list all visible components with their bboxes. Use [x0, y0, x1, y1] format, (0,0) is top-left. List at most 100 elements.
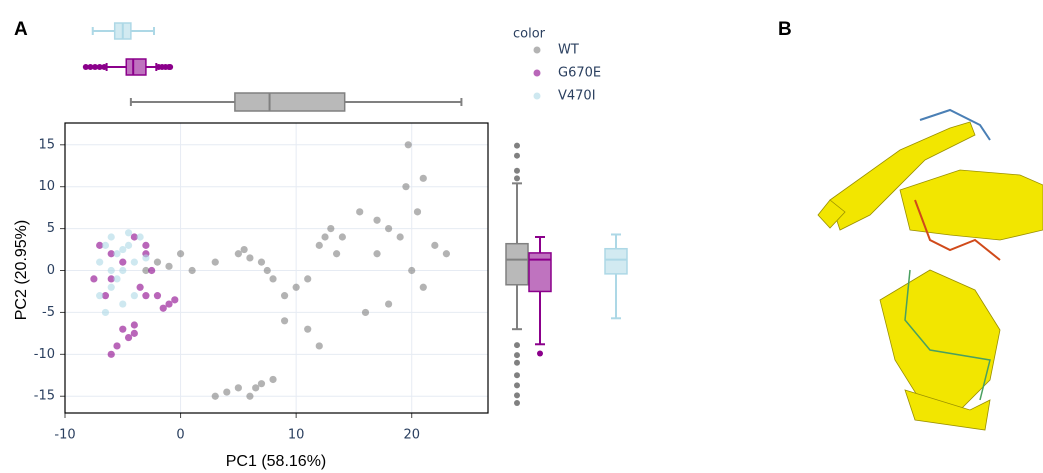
plot-frame [64, 122, 489, 414]
arrowhead [817, 199, 846, 229]
legend-title: color [513, 27, 546, 42]
point [373, 250, 381, 258]
box [528, 252, 552, 293]
y-tick-label: -15 [34, 389, 55, 404]
point [130, 321, 138, 329]
box-outlier [514, 372, 520, 379]
panel-label: A [14, 19, 28, 40]
point [153, 258, 162, 266]
box-outlier [167, 64, 174, 70]
loop [904, 269, 991, 401]
point [263, 266, 271, 275]
point [90, 275, 98, 283]
point [280, 292, 289, 300]
point [130, 258, 138, 266]
point [361, 308, 370, 317]
point [413, 208, 422, 216]
sheet [879, 269, 1001, 411]
legend-marker [533, 92, 541, 100]
arrow [904, 389, 991, 431]
legend-marker [533, 69, 541, 77]
point [119, 300, 127, 308]
point [240, 245, 248, 254]
point [246, 254, 254, 262]
point [130, 329, 138, 337]
box-outlier [514, 352, 520, 359]
plot-area [65, 123, 488, 413]
x-axis-title: PC1 (58.16%) [226, 453, 327, 470]
point [419, 174, 427, 182]
y-tick-label: 5 [47, 221, 55, 236]
box-outlier [514, 359, 520, 366]
y-tick-label: -10 [34, 347, 55, 362]
point [404, 141, 412, 149]
y-tick-label: 0 [47, 263, 55, 278]
y-tick-label: 15 [38, 137, 55, 152]
box-outlier [514, 175, 520, 182]
point [130, 292, 138, 300]
box-outlier [514, 167, 520, 174]
point [338, 233, 346, 241]
point [107, 266, 115, 275]
point [385, 225, 393, 233]
point [96, 292, 104, 300]
point [107, 233, 115, 241]
point [176, 250, 185, 258]
point [252, 384, 260, 392]
box [604, 247, 628, 275]
point [304, 325, 312, 333]
point [280, 317, 289, 325]
point [269, 275, 277, 283]
point [148, 266, 156, 275]
point [119, 258, 127, 266]
panel-label: B [778, 19, 792, 40]
point [321, 233, 329, 241]
x-tick-label: 10 [288, 428, 305, 443]
point [234, 250, 242, 258]
point [431, 241, 439, 249]
point [107, 275, 115, 283]
point [234, 384, 242, 392]
loop [914, 199, 1001, 261]
point [246, 392, 254, 400]
box-outlier [514, 142, 520, 149]
point [124, 333, 133, 342]
point [188, 266, 196, 275]
point [396, 233, 404, 241]
point [113, 250, 121, 258]
box-outlier [82, 64, 89, 70]
point [356, 208, 364, 216]
point [304, 275, 312, 283]
point [96, 258, 104, 266]
point [142, 266, 150, 275]
point [101, 241, 110, 249]
point [315, 241, 323, 249]
point [442, 250, 450, 258]
point [119, 266, 127, 275]
point [269, 375, 277, 384]
point [107, 250, 115, 258]
point [257, 258, 266, 266]
legend-label: V470I [558, 89, 596, 104]
point [315, 342, 323, 350]
point [119, 325, 127, 333]
point [101, 292, 110, 300]
box [505, 242, 529, 286]
box-outlier [514, 392, 520, 399]
point [211, 258, 219, 266]
point [124, 229, 133, 237]
point [101, 308, 110, 317]
point [142, 292, 150, 300]
point [332, 250, 341, 258]
helix-bundle [829, 121, 976, 231]
y-tick-label: 10 [38, 179, 55, 194]
point [119, 245, 127, 254]
box-outlier [514, 152, 520, 159]
box-outlier [96, 64, 103, 70]
legend-label: WT [558, 43, 579, 58]
box-outlier [87, 64, 94, 70]
point [402, 183, 410, 191]
y-axis-title: PC2 (20.95%) [13, 220, 30, 321]
box-outlier [514, 399, 520, 406]
point [223, 388, 231, 396]
